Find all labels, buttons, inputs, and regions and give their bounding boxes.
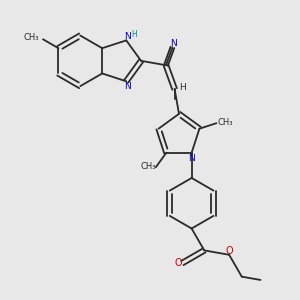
Text: N: N [171,39,177,48]
Text: O: O [175,258,183,268]
Text: N: N [188,154,195,163]
Text: H: H [180,83,186,92]
Text: CH₃: CH₃ [140,162,156,171]
Text: O: O [225,246,233,256]
Text: CH₃: CH₃ [23,33,38,42]
Text: H: H [132,30,137,39]
Text: N: N [124,82,131,91]
Text: N: N [124,32,131,41]
Text: CH₃: CH₃ [218,118,233,127]
